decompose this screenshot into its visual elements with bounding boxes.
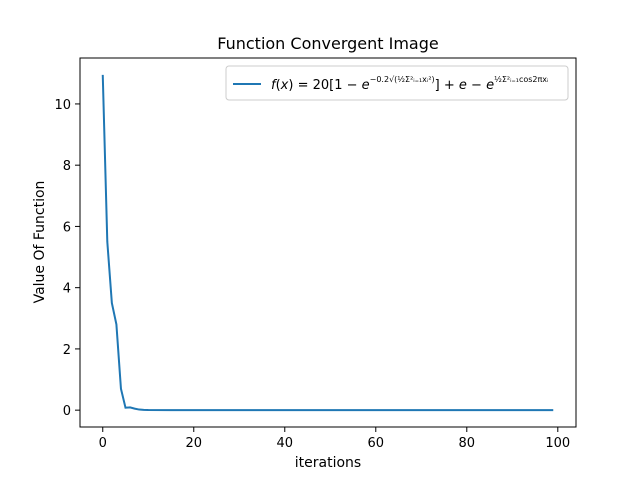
y-tick-label: 6 bbox=[63, 220, 71, 235]
legend-entry: f(x) = 20[1 − e−0.2√(½Σ²ᵢ₌₁xᵢ²)] + e − e… bbox=[271, 75, 548, 93]
y-tick-label: 2 bbox=[63, 343, 71, 358]
y-axis-label: Value Of Function bbox=[32, 181, 48, 304]
y-tick-label: 8 bbox=[63, 159, 71, 174]
y-tick-label: 4 bbox=[63, 282, 71, 297]
x-tick-label: 80 bbox=[459, 436, 476, 451]
x-axis-label: iterations bbox=[295, 455, 361, 471]
legend-frame bbox=[225, 65, 569, 101]
legend: f(x) = 20[1 − e−0.2√(½Σ²ᵢ₌₁xᵢ²)] + e − e… bbox=[225, 65, 569, 101]
x-tick-label: 20 bbox=[185, 436, 202, 451]
x-axis: 0 20 40 60 80 100 bbox=[99, 427, 570, 451]
plot-frame bbox=[79, 57, 577, 428]
series-line-0 bbox=[101, 74, 554, 412]
x-tick-label: 40 bbox=[276, 436, 293, 451]
x-tick-label: 60 bbox=[368, 436, 385, 451]
plot-area bbox=[79, 57, 577, 428]
chart-title: Function Convergent Image bbox=[217, 34, 438, 53]
x-tick-label: 0 bbox=[99, 436, 107, 451]
y-tick-label: 10 bbox=[54, 98, 71, 113]
y-tick-label: 0 bbox=[63, 404, 71, 419]
x-tick-label: 100 bbox=[545, 436, 570, 451]
y-axis: 0 2 4 6 8 10 bbox=[54, 98, 80, 419]
